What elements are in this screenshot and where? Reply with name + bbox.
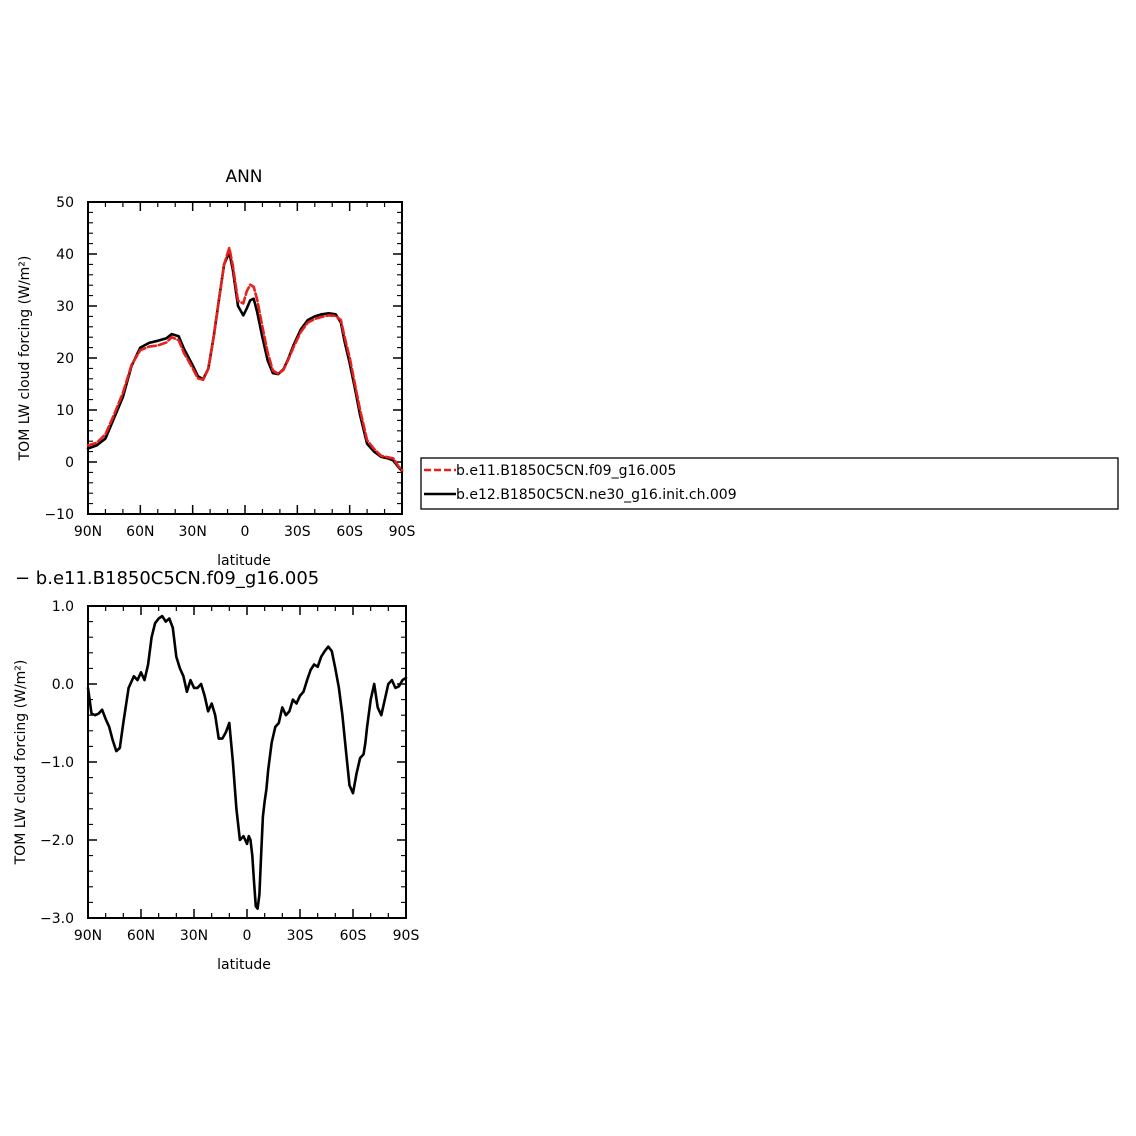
plot-area: 90N 60N 30N 0 30S 60S 90S −3.0 −2.0 −1.0 0.0 1.0 <box>40 599 419 944</box>
y-tick-label: −2.0 <box>40 833 74 849</box>
y-tick-label: 10 <box>56 403 74 419</box>
y-tick-label: 20 <box>56 351 74 367</box>
x-tick-label: 60S <box>340 928 367 944</box>
series-line-2 <box>86 246 404 472</box>
x-tick-label: 0 <box>241 524 250 540</box>
y-tick-label: 50 <box>56 195 74 211</box>
x-tick-label: 90S <box>393 928 420 944</box>
y-axis-label: TOM LW cloud forcing (W/m²) <box>13 660 29 866</box>
y-tick-label: 0 <box>65 455 74 471</box>
chart-title: ANN <box>225 167 262 187</box>
chart-top: ANN 90N 60N 30N 0 30S 60S 90S −10 0 10 20 30 40 50 la… <box>17 167 415 569</box>
chart-subtitle: − b.e11.B1850C5CN.f09_g16.005 <box>15 568 319 589</box>
x-axis-label: latitude <box>217 553 271 569</box>
legend: b.e11.B1850C5CN.f09_g16.005 b.e12.B1850C… <box>420 457 1119 510</box>
x-tick-label: 90S <box>389 524 416 540</box>
x-tick-label: 30S <box>287 928 314 944</box>
y-tick-label: 1.0 <box>52 599 74 615</box>
y-tick-label: −1.0 <box>40 755 74 771</box>
x-tick-label: 60N <box>127 928 155 944</box>
x-tick-label: 90N <box>74 928 102 944</box>
series-line-1 <box>86 614 408 910</box>
y-tick-label: 0.0 <box>52 677 74 693</box>
x-tick-label: 60S <box>336 524 363 540</box>
x-tick-label: 0 <box>243 928 252 944</box>
y-tick-label: 40 <box>56 247 74 263</box>
chart-bottom: − b.e11.B1850C5CN.f09_g16.005 90N 60N 30N 0… <box>13 568 419 973</box>
x-tick-label: 60N <box>126 524 154 540</box>
y-axis-label: TOM LW cloud forcing (W/m²) <box>17 256 33 462</box>
legend-entry-series-1: b.e11.B1850C5CN.f09_g16.005 <box>456 463 676 479</box>
x-tick-label: 30N <box>180 928 208 944</box>
x-tick-label: 90N <box>74 524 102 540</box>
legend-frame <box>420 457 1119 510</box>
y-tick-label: 30 <box>56 299 74 315</box>
plot-area: 90N 60N 30N 0 30S 60S 90S −10 0 10 20 30 40 50 <box>44 195 415 540</box>
legend-entry-series-2: b.e12.B1850C5CN.ne30_g16.init.ch.009 <box>456 487 737 503</box>
y-tick-label: −3.0 <box>40 911 74 927</box>
x-axis-label: latitude <box>217 957 271 973</box>
x-tick-label: 30N <box>179 524 207 540</box>
y-tick-label: −10 <box>44 507 74 523</box>
x-tick-label: 30S <box>284 524 311 540</box>
